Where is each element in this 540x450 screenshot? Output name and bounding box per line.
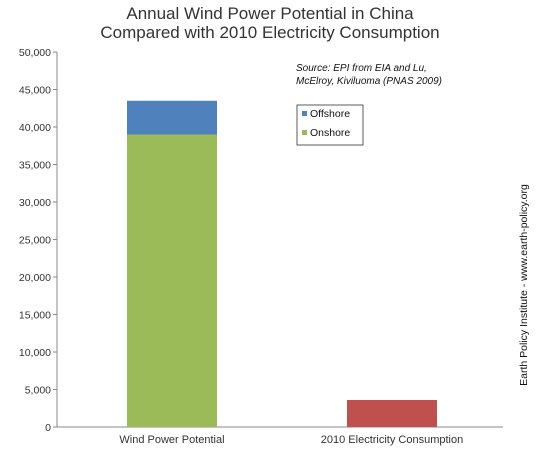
y-tick-label: 0 xyxy=(45,422,51,434)
chart-title-line-1: Annual Wind Power Potential in China xyxy=(126,4,414,23)
x-axis-categories: Wind Power Potential 2010 Electricity Con… xyxy=(119,434,463,446)
x-category-label: 2010 Electricity Consumption xyxy=(321,434,463,446)
bar-onshore-0 xyxy=(127,134,217,427)
y-tick-label: 30,000 xyxy=(19,197,51,209)
legend: Offshore Onshore xyxy=(296,104,364,146)
y-tick-label: 40,000 xyxy=(19,122,51,134)
credit-text: Earth Policy Institute - www.earth-polic… xyxy=(518,184,530,386)
y-axis-ticks: 0 5,000 10,000 15,000 20,000 25,000 30,000 35,0… xyxy=(19,47,57,434)
legend-swatch-onshore xyxy=(302,130,307,135)
axes xyxy=(56,52,503,428)
legend-label-offshore: Offshore xyxy=(310,108,350,120)
legend-swatch-offshore xyxy=(302,111,307,116)
bars xyxy=(127,100,437,427)
source-note-line-2: McElroy, Kiviluoma (PNAS 2009) xyxy=(296,76,442,87)
y-tick-label: 25,000 xyxy=(19,235,51,247)
y-tick-label: 20,000 xyxy=(19,272,51,284)
chart-title-line-2: Compared with 2010 Electricity Consumpti… xyxy=(100,23,440,42)
y-tick-label: 15,000 xyxy=(19,310,51,322)
bar-offshore-0 xyxy=(127,100,217,135)
y-tick-label: 5,000 xyxy=(25,385,51,397)
y-tick-label: 50,000 xyxy=(19,47,51,59)
source-note-line-1: Source: EPI from EIA and Lu, xyxy=(296,63,427,74)
bar-consumption-1 xyxy=(347,400,437,427)
legend-label-onshore: Onshore xyxy=(310,127,350,139)
legend-box xyxy=(296,104,364,146)
x-category-label: Wind Power Potential xyxy=(119,434,224,446)
y-tick-label: 10,000 xyxy=(19,347,51,359)
y-tick-label: 45,000 xyxy=(19,85,51,97)
y-tick-label: 35,000 xyxy=(19,160,51,172)
